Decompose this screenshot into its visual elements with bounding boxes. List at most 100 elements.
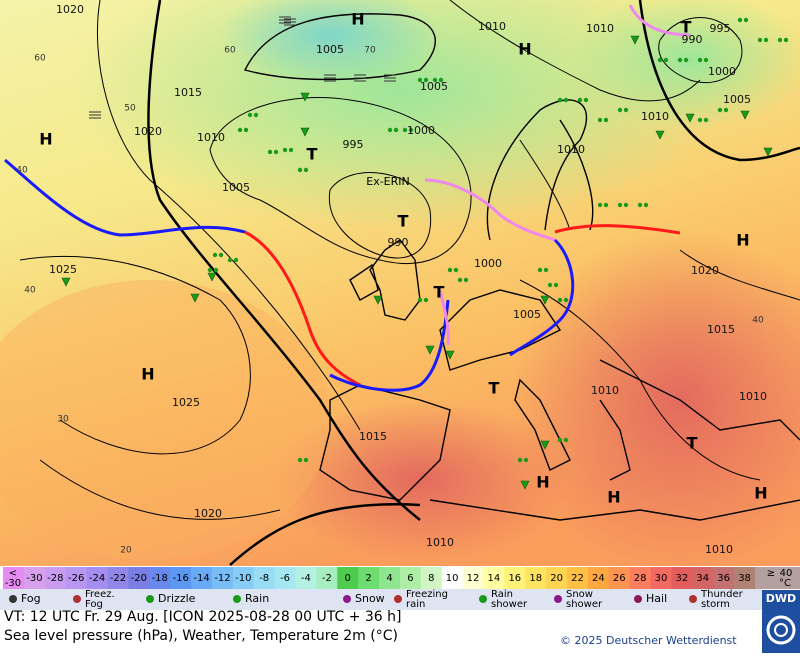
rain-dot bbox=[603, 117, 609, 123]
warm-area-se bbox=[510, 230, 800, 570]
weather-label: Hail bbox=[646, 592, 667, 605]
scale-label: 28 bbox=[634, 573, 647, 584]
isobar-label: 1010 bbox=[739, 390, 767, 403]
isotherm-label: 60 bbox=[224, 46, 236, 56]
shower-symbol bbox=[61, 277, 71, 287]
isobar-label: 1015 bbox=[359, 430, 387, 443]
rain-dot bbox=[438, 77, 444, 83]
scale-cell bbox=[107, 567, 129, 589]
scale-cell bbox=[358, 567, 380, 589]
rain-dot bbox=[537, 267, 543, 273]
rain-dot bbox=[297, 167, 303, 173]
rain-dot bbox=[408, 127, 414, 133]
shower-symbol bbox=[190, 293, 200, 303]
dwd-logo-swirl-inner bbox=[774, 623, 788, 637]
rain-dot bbox=[523, 457, 529, 463]
scale-cell bbox=[420, 567, 443, 589]
fronts bbox=[4, 4, 691, 392]
rain-dot bbox=[267, 149, 273, 155]
rain-dot bbox=[777, 37, 783, 43]
weather-label: Rain bbox=[245, 592, 269, 605]
pressure-center: T bbox=[489, 379, 500, 398]
isobar-label: 995 bbox=[343, 138, 364, 151]
scale-cell bbox=[253, 567, 276, 589]
isobar-label: 1015 bbox=[174, 86, 202, 99]
rain-dot bbox=[227, 257, 233, 263]
rain-dot bbox=[737, 17, 743, 23]
isobar-label: 1010 bbox=[197, 131, 225, 144]
scale-cell bbox=[149, 567, 171, 589]
rain-dot bbox=[617, 202, 623, 208]
isobar-label: 1010 bbox=[478, 20, 506, 33]
rain-dot bbox=[583, 97, 589, 103]
scale-cell bbox=[462, 567, 484, 589]
weather-icon bbox=[634, 595, 642, 603]
scale-label: -20 bbox=[131, 573, 147, 584]
weather-label: Fog bbox=[21, 592, 41, 605]
rain-dot bbox=[237, 127, 243, 133]
pressure-center: H bbox=[607, 488, 620, 507]
scale-low-cell bbox=[3, 567, 24, 589]
rain-dot bbox=[703, 57, 709, 63]
copyright: © 2025 Deutscher Wetterdienst bbox=[560, 634, 737, 647]
map-area: 1020 1010 1010 995 990 1000 1005 1005 1015 1020 10… bbox=[0, 0, 800, 570]
map-labels: 1020 1010 1010 995 990 1000 1005 1005 1015 1020 10… bbox=[16, 3, 767, 556]
rain-dot bbox=[402, 127, 408, 133]
pressure-center: H bbox=[518, 40, 531, 59]
rain-dot bbox=[282, 147, 288, 153]
scale-cell bbox=[211, 567, 234, 589]
scale-cell bbox=[86, 567, 109, 589]
scale-cell bbox=[734, 567, 756, 589]
weather-legend-bg bbox=[0, 589, 762, 610]
coastlines bbox=[243, 13, 800, 521]
weather-icon bbox=[146, 595, 154, 603]
weather-label: Freezing rain bbox=[406, 589, 448, 610]
scale-label: 38 bbox=[738, 573, 751, 584]
isobar-label: 1020 bbox=[134, 125, 162, 138]
rain-dot bbox=[563, 437, 569, 443]
rain-dot bbox=[657, 57, 663, 63]
rain-dot bbox=[207, 267, 213, 273]
rain-dot bbox=[663, 57, 669, 63]
rain-dot bbox=[603, 202, 609, 208]
rain-dot bbox=[683, 57, 689, 63]
pressure-center: T bbox=[307, 145, 318, 164]
scale-cell bbox=[441, 567, 464, 589]
scale-cell bbox=[24, 567, 46, 589]
valid-time: VT: 12 UTC Fr. 29 Aug. [ICON 2025-08-28 … bbox=[4, 609, 402, 625]
scale-label: 8 bbox=[428, 573, 434, 584]
scale-label: 22 bbox=[571, 573, 584, 584]
rain-dot bbox=[213, 267, 219, 273]
rain-dot bbox=[517, 457, 523, 463]
isobar-label: 1005 bbox=[723, 93, 751, 106]
rain-dot bbox=[557, 437, 563, 443]
isobar-label: 1020 bbox=[691, 264, 719, 277]
rain-dot bbox=[547, 282, 553, 288]
shower-symbol bbox=[655, 130, 665, 140]
scale-unit: °C bbox=[779, 578, 791, 589]
scale-label: -28 bbox=[47, 573, 63, 584]
isobar-label: 1020 bbox=[194, 507, 222, 520]
scale-cell bbox=[191, 567, 213, 589]
rain-dot bbox=[417, 77, 423, 83]
weather-icon bbox=[479, 595, 487, 603]
weather-label: Snow bbox=[355, 592, 385, 605]
pressure-center: H bbox=[754, 484, 767, 503]
rain-dot bbox=[557, 297, 563, 303]
scale-cell bbox=[504, 567, 526, 589]
rain-dot bbox=[563, 97, 569, 103]
scale-label: 20 bbox=[550, 573, 563, 584]
isobar-label: 1020 bbox=[56, 3, 84, 16]
shower-symbol bbox=[425, 345, 435, 355]
rain-dot bbox=[453, 267, 459, 273]
scale-label: -30 bbox=[26, 573, 42, 584]
rain-dot bbox=[717, 107, 723, 113]
shower-symbol bbox=[207, 272, 217, 282]
rain-dot bbox=[677, 57, 683, 63]
weather-icon bbox=[343, 595, 351, 603]
rain-dot bbox=[597, 202, 603, 208]
weather-label: Thunder storm bbox=[700, 589, 744, 610]
pressure-center: T bbox=[434, 283, 445, 302]
scale-cell bbox=[379, 567, 401, 589]
